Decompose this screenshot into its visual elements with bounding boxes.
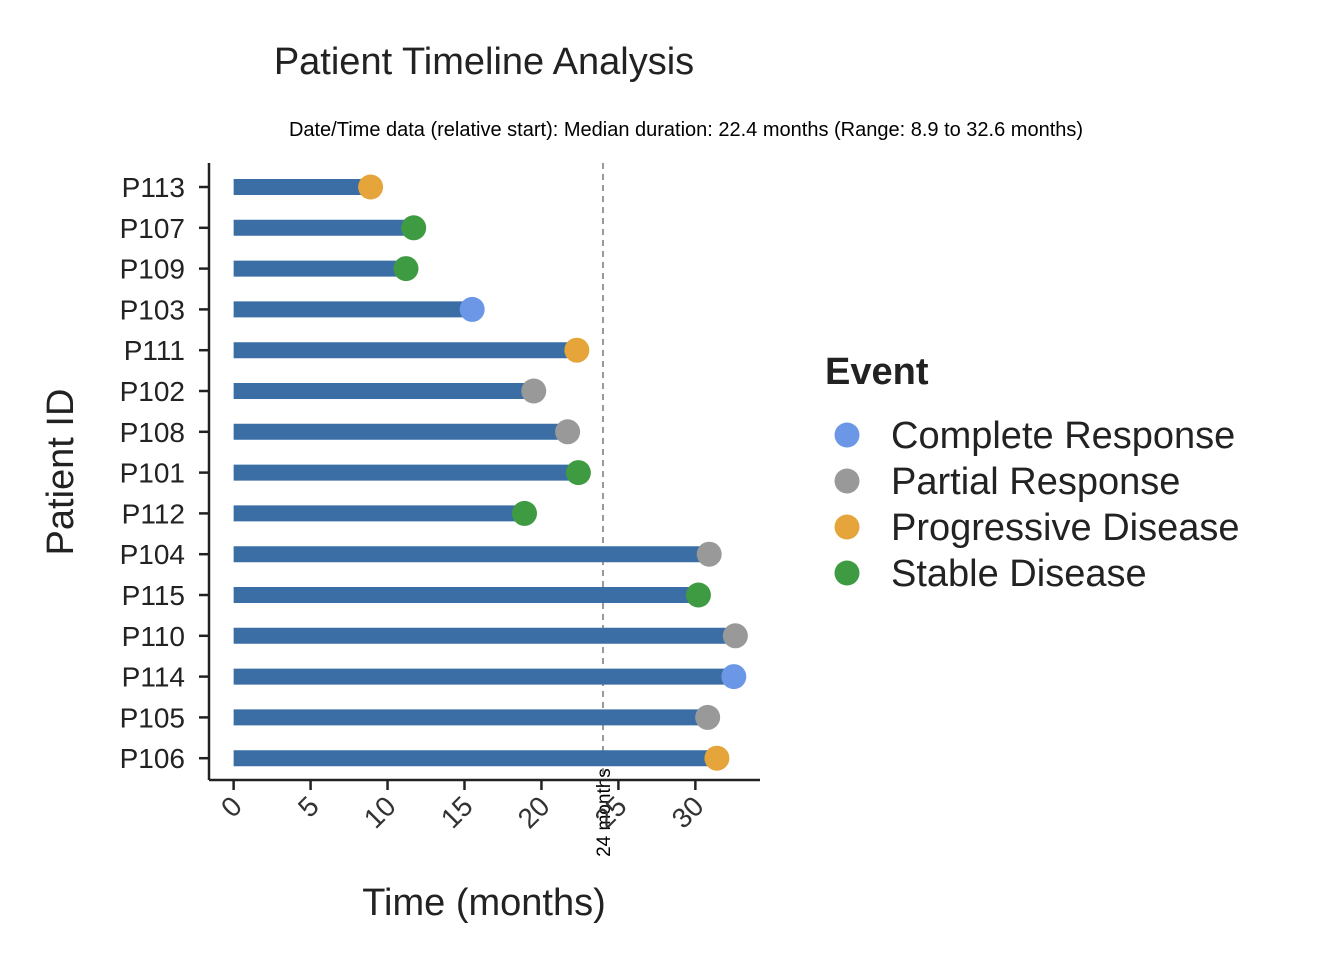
y-tick-label: P109 <box>120 254 185 285</box>
y-tick-label: P101 <box>120 458 185 489</box>
chart-title: Patient Timeline Analysis <box>274 41 694 83</box>
event-point-p104 <box>696 541 722 567</box>
y-tick-label: P114 <box>122 662 185 693</box>
legend-key-progressive-disease <box>834 514 860 540</box>
x-tick-label: 10 <box>358 790 402 834</box>
x-tick-label: 20 <box>512 790 556 834</box>
event-point-p107 <box>401 215 427 241</box>
event-point-p114 <box>721 664 747 690</box>
x-tick-label: 30 <box>666 790 710 834</box>
legend-key-stable-disease <box>834 560 860 586</box>
legend-key-partial-response <box>834 468 860 494</box>
x-axis-title: Time (months) <box>362 882 606 924</box>
plot-area: 24 months <box>233 163 748 857</box>
legend-label: Progressive Disease <box>891 507 1239 549</box>
y-tick-label: P104 <box>120 539 185 570</box>
event-point-p111 <box>564 337 590 363</box>
legend-title: Event <box>825 351 929 393</box>
y-axis-ticks: P113 P107 P109 P103 P111 P102 P108 P101 P112 P104… <box>120 172 209 774</box>
x-tick-label: 15 <box>435 790 479 834</box>
legend-key-complete-response <box>834 422 860 448</box>
y-tick-label: P108 <box>120 417 185 448</box>
event-point-p112 <box>512 500 538 526</box>
event-point-p102 <box>521 378 547 404</box>
legend-label: Complete Response <box>891 415 1235 457</box>
event-point-p115 <box>685 582 711 608</box>
event-point-p103 <box>459 296 485 322</box>
x-tick-label: 0 <box>215 790 248 823</box>
event-point-p108 <box>555 419 581 445</box>
y-tick-label: P103 <box>120 294 185 325</box>
y-tick-label: P105 <box>120 702 185 733</box>
x-axis-ticks: 0 5 10 15 20 25 30 <box>215 780 710 834</box>
chart-subtitle: Date/Time data (relative start): Median … <box>289 119 1083 141</box>
event-point-p113 <box>358 174 384 200</box>
y-tick-label: P115 <box>122 580 185 611</box>
y-tick-label: P112 <box>122 498 185 529</box>
legend-label: Stable Disease <box>891 553 1147 595</box>
event-point-p106 <box>704 745 730 771</box>
event-point-p105 <box>695 704 721 730</box>
y-tick-label: P107 <box>120 213 185 244</box>
y-axis-title: Patient ID <box>40 389 82 556</box>
reference-line-label: 24 months <box>594 768 615 857</box>
y-tick-label: P102 <box>120 376 185 407</box>
event-point-p110 <box>722 623 748 649</box>
legend-label: Partial Response <box>891 461 1180 503</box>
y-tick-label: P111 <box>124 335 185 366</box>
x-tick-label: 5 <box>292 790 325 823</box>
y-tick-label: P113 <box>122 172 185 203</box>
y-tick-label: P110 <box>122 621 185 652</box>
event-point-p109 <box>393 256 419 282</box>
event-point-p101 <box>565 460 591 486</box>
y-tick-label: P106 <box>120 743 185 774</box>
